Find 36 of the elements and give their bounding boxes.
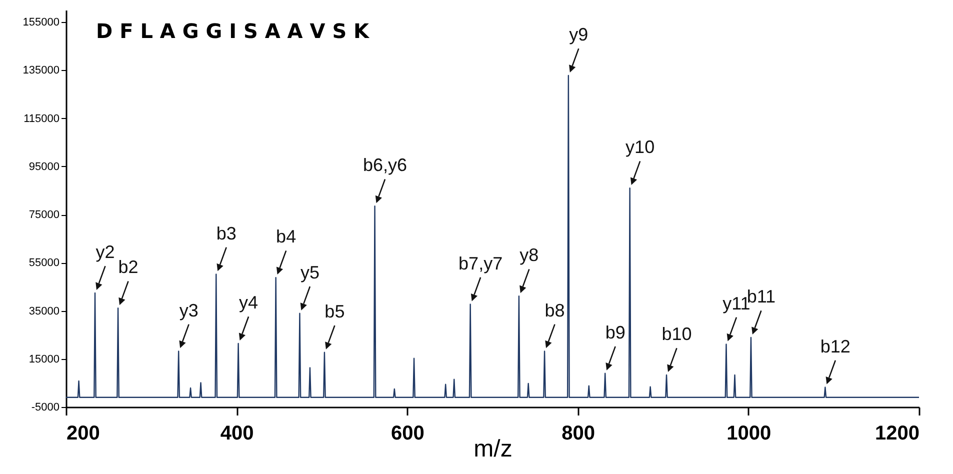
y-tick-label: 35000 <box>28 305 60 318</box>
annotation: y9 <box>569 24 588 45</box>
annotation: y8 <box>520 245 539 266</box>
x-tick-label: 200 <box>66 422 100 444</box>
annotation: b3 <box>216 223 236 244</box>
x-tick-label: 800 <box>562 422 595 444</box>
annotation: b12 <box>820 336 850 356</box>
x-tick-label: 600 <box>391 422 424 444</box>
annotation: y10 <box>626 137 655 158</box>
y-tick-label: 115000 <box>24 112 60 125</box>
annotation: D F L A G G I S A A V S K <box>96 19 371 43</box>
x-tick-label: 1200 <box>875 422 920 444</box>
annotation: b10 <box>662 324 692 344</box>
annotation: b6,y6 <box>363 155 408 176</box>
annotation: y5 <box>300 262 320 283</box>
x-tick-label: 400 <box>220 422 254 444</box>
x-axis-title: m/z <box>474 436 512 462</box>
x-tick-label: 1000 <box>726 422 772 444</box>
annotation: b5 <box>324 302 345 322</box>
annotation: b4 <box>276 226 296 247</box>
y-tick-label: 15000 <box>28 353 60 366</box>
annotation: b7,y7 <box>458 253 503 274</box>
annotation: y4 <box>239 292 258 313</box>
annotation: b9 <box>605 322 626 342</box>
y-tick-label: 135000 <box>22 64 60 77</box>
y-tick-label: 55000 <box>28 257 60 270</box>
annotation: b2 <box>118 257 138 278</box>
y-tick-label: 155000 <box>22 16 60 29</box>
line-series <box>66 74 919 398</box>
annotation: y3 <box>179 300 198 320</box>
y-tick-label: 75000 <box>28 209 60 222</box>
annotation: b11 <box>746 286 776 307</box>
y-tick-label: -5000 <box>31 402 60 414</box>
annotation: y2 <box>96 242 115 262</box>
annotation: b8 <box>544 300 565 320</box>
y-tick-label: 95000 <box>28 160 60 173</box>
